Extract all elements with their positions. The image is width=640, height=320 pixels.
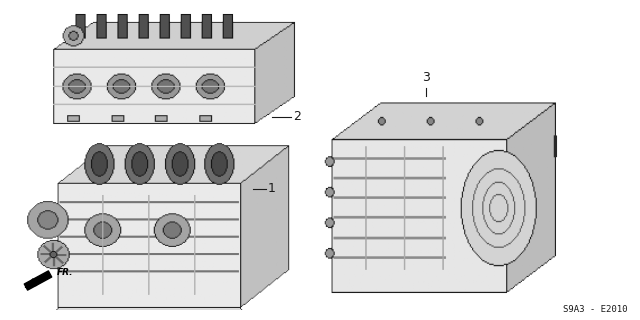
Text: 2: 2 — [293, 110, 301, 123]
Text: S9A3 - E2010: S9A3 - E2010 — [563, 305, 627, 314]
Text: FR.: FR. — [56, 268, 73, 277]
Text: 1: 1 — [268, 182, 275, 195]
Text: 3: 3 — [422, 71, 429, 84]
